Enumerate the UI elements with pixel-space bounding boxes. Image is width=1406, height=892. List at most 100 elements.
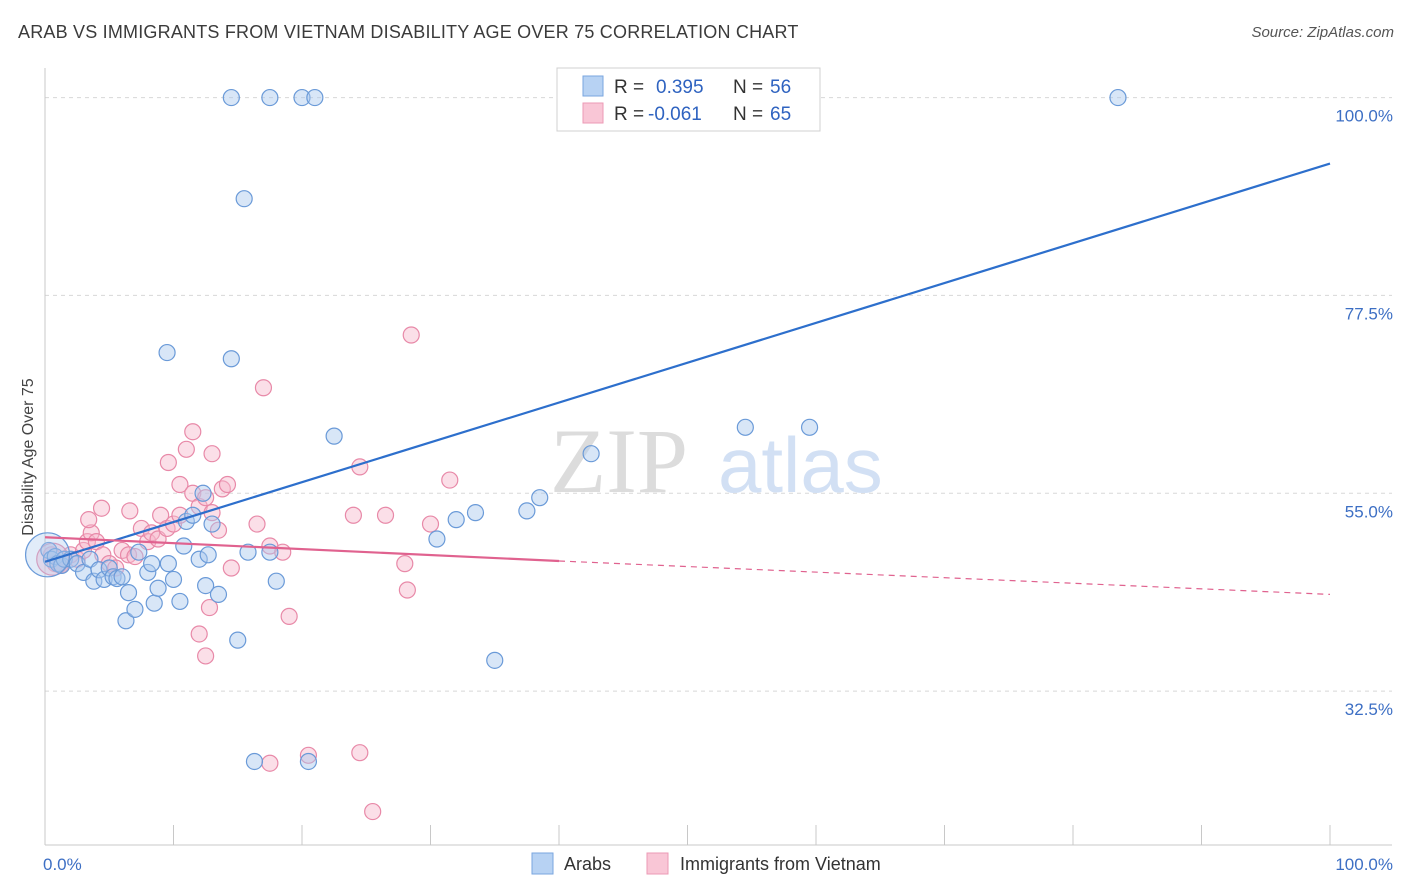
x-tick-label-1: 100.0% bbox=[1335, 855, 1393, 874]
legend-swatch-vietnam bbox=[582, 102, 604, 124]
vietnam-point-37 bbox=[222, 559, 240, 577]
bottom-legend-swatch-arabs bbox=[531, 852, 554, 875]
arabs-point-54 bbox=[800, 418, 819, 436]
arabs-point-27 bbox=[171, 592, 189, 611]
arabs-point-37 bbox=[158, 343, 176, 362]
legend-swatch-arabs bbox=[582, 75, 604, 97]
y-tick-label-2: 55.0% bbox=[1345, 502, 1393, 521]
arabs-point-33 bbox=[199, 546, 217, 564]
vietnam-point-26 bbox=[121, 502, 139, 520]
arabs-point-46 bbox=[428, 530, 446, 548]
vietnam-point-48 bbox=[299, 746, 318, 764]
vietnam-point-53 bbox=[396, 555, 414, 573]
arabs-point-34 bbox=[203, 515, 221, 533]
watermark-zip: ZIP bbox=[550, 410, 688, 512]
arabs-point-48 bbox=[466, 504, 485, 522]
arabs-point-32 bbox=[197, 577, 215, 595]
arabs-point-28 bbox=[175, 537, 193, 555]
watermark: ZIP atlas bbox=[550, 410, 883, 512]
legend-r-label-arabs: R = bbox=[614, 77, 644, 98]
vietnam-point-38 bbox=[248, 515, 266, 533]
vietnam-point-58 bbox=[364, 802, 382, 821]
y-axis-tick-labels: 100.0% 77.5% 55.0% 32.5% bbox=[1335, 107, 1393, 720]
vietnam-point-43 bbox=[197, 647, 215, 665]
vietnam-point-45 bbox=[200, 598, 219, 617]
grid-lines bbox=[45, 97, 1392, 692]
vietnam-point-52 bbox=[402, 326, 420, 344]
arabs-point-57 bbox=[222, 88, 240, 107]
legend-r-value-vietnam: -0.061 bbox=[648, 104, 702, 125]
vietnam-point-8 bbox=[82, 524, 100, 542]
arabs-point-24 bbox=[143, 555, 161, 573]
source-label: Source: ZipAtlas.com bbox=[1251, 24, 1394, 41]
arabs-point-21 bbox=[126, 600, 144, 618]
arabs-point-58 bbox=[261, 88, 279, 107]
arabs-point-47 bbox=[447, 511, 465, 529]
chart-title: ARAB VS IMMIGRANTS FROM VIETNAM DISABILI… bbox=[18, 22, 799, 42]
arabs-point-36 bbox=[194, 484, 212, 502]
y-axis-title: Disability Age Over 75 bbox=[20, 378, 37, 536]
vietnam-point-49 bbox=[344, 506, 362, 524]
y-tick-label-0: 100.0% bbox=[1335, 107, 1393, 126]
arabs-point-20 bbox=[117, 612, 135, 630]
arabs-point-23 bbox=[149, 579, 167, 597]
x-tick-label-0: 0.0% bbox=[43, 855, 82, 874]
legend-n-value-arabs: 56 bbox=[770, 77, 791, 98]
legend-n-value-vietnam: 65 bbox=[770, 104, 791, 125]
vietnam-point-51 bbox=[376, 506, 395, 524]
arabs-point-31 bbox=[190, 550, 208, 568]
arabs-point-56 bbox=[235, 190, 253, 208]
vietnam-point-41 bbox=[184, 423, 202, 441]
vietnam-point-47 bbox=[280, 607, 298, 625]
bottom-legend-label-arabs: Arabs bbox=[564, 854, 611, 874]
vietnam-point-57 bbox=[351, 744, 369, 762]
arabs-point-50 bbox=[518, 502, 536, 520]
vietnam-point-36 bbox=[218, 475, 237, 494]
trend-line-arabs bbox=[44, 162, 1331, 563]
vietnam-point-27 bbox=[159, 453, 177, 472]
vietnam-point-54 bbox=[398, 581, 416, 599]
vietnam-point-28 bbox=[171, 475, 189, 494]
arabs-point-16 bbox=[113, 568, 131, 586]
arabs-point-39 bbox=[229, 631, 247, 649]
x-axis-ticks bbox=[173, 825, 1331, 845]
legend-n-label-arabs: N = bbox=[733, 77, 763, 98]
arabs-point-42 bbox=[267, 572, 285, 590]
vietnam-point-34 bbox=[209, 521, 228, 539]
legend-r-value-arabs: 0.395 bbox=[656, 77, 704, 98]
vietnam-point-29 bbox=[177, 440, 195, 458]
trend-lines bbox=[44, 162, 1331, 595]
vietnam-point-25 bbox=[92, 499, 111, 517]
vietnam-point-56 bbox=[441, 471, 459, 489]
arabs-point-25 bbox=[159, 555, 177, 573]
arabs-point-59 bbox=[293, 88, 311, 107]
arabs-point-38 bbox=[222, 350, 240, 368]
arabs-point-19 bbox=[139, 563, 157, 582]
vietnam-point-46 bbox=[254, 379, 273, 397]
arabs-point-51 bbox=[531, 489, 549, 507]
bottom-legend-swatch-vietnam bbox=[646, 852, 669, 875]
arabs-point-49 bbox=[486, 651, 504, 669]
bottom-legend: Arabs Immigrants from Vietnam bbox=[531, 852, 881, 875]
arabs-point-17 bbox=[119, 584, 138, 602]
vietnam-point-59 bbox=[261, 754, 279, 772]
vietnam-point-24 bbox=[80, 511, 98, 529]
legend: R = 0.395 N = 56 R = -0.061 N = 65 bbox=[556, 67, 821, 132]
bottom-legend-label-vietnam: Immigrants from Vietnam bbox=[680, 854, 881, 874]
arabs-point-55 bbox=[1109, 88, 1127, 107]
arabs-point-45 bbox=[325, 427, 343, 445]
trend-line-vietnam bbox=[44, 536, 560, 563]
vietnam-point-44 bbox=[190, 625, 208, 643]
trend-line-vietnam-extrapolated bbox=[558, 560, 1331, 595]
arabs-point-53 bbox=[736, 418, 754, 436]
legend-n-label-vietnam: N = bbox=[733, 104, 763, 125]
arabs-point-52 bbox=[582, 445, 600, 463]
arabs-point-43 bbox=[245, 752, 264, 771]
arabs-point-44 bbox=[299, 752, 318, 771]
y-tick-label-1: 77.5% bbox=[1345, 304, 1393, 323]
arabs-point-22 bbox=[145, 594, 163, 612]
arabs-point-40 bbox=[239, 543, 257, 561]
legend-r-label-vietnam: R = bbox=[614, 104, 644, 125]
vietnam-point-42 bbox=[203, 445, 221, 463]
